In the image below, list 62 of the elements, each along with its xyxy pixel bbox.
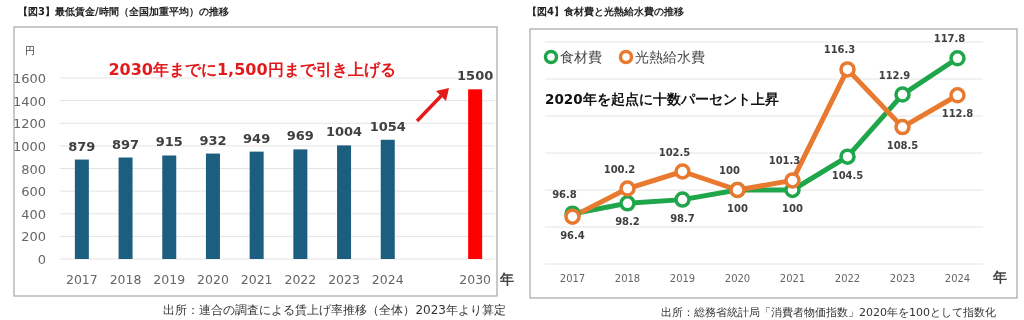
text: 出所：連合の調査による賃上げ率推移（全体）2023年より算定 <box>163 303 506 317</box>
data-label: 969 <box>286 128 314 144</box>
x-tick-label: 2023 <box>328 272 360 287</box>
data-label: 108.5 <box>886 140 919 152</box>
data-label: 96.8 <box>552 188 577 200</box>
y-tick-label: 400 <box>21 206 46 222</box>
data-label: 98.2 <box>615 216 640 228</box>
y-tick-label: 1400 <box>12 93 46 109</box>
x-tick-label: 2024 <box>944 273 971 284</box>
x-tick-label: 2020 <box>724 273 751 284</box>
data-label: 879 <box>68 138 96 154</box>
data-label: 102.5 <box>658 146 691 158</box>
data-label: 104.5 <box>831 169 864 181</box>
data-label: 915 <box>155 134 183 150</box>
x-tick-label: 2020 <box>197 272 229 287</box>
data-label: 117.8 <box>933 33 966 45</box>
data-label: 100 <box>719 165 740 176</box>
data-label: 949 <box>243 130 271 146</box>
y-tick-label: 1000 <box>12 138 46 154</box>
x-axis-title: 年 <box>499 271 514 287</box>
x-axis-title: 年 <box>992 269 1007 285</box>
data-label: 100 <box>782 203 803 214</box>
x-tick-label: 2017 <box>65 272 98 287</box>
x-tick-label: 2018 <box>614 273 641 284</box>
data-label: 112.9 <box>878 69 911 81</box>
annotation: 2030年までに1,500円まで引き上げる <box>108 60 396 79</box>
y-tick-label: 1200 <box>12 116 46 132</box>
data-label: 1004 <box>325 124 363 140</box>
legend-label: 食材費 <box>560 49 602 65</box>
y-axis-title: 円 <box>25 45 35 56</box>
data-label: 100.2 <box>603 163 636 175</box>
data-label: 101.3 <box>768 155 801 167</box>
text: 出所：総務省統計局「消費者物価指数」2020年を100として指数化 <box>661 306 996 319</box>
x-tick-label: 2018 <box>109 272 142 287</box>
data-label: 932 <box>199 132 227 148</box>
data-label: 116.3 <box>823 44 856 56</box>
x-tick-label: 2022 <box>284 272 317 287</box>
x-tick-label: 2030 <box>459 272 492 287</box>
y-tick-label: 1600 <box>12 71 46 86</box>
data-label: 1500 <box>457 68 494 84</box>
y-tick-label: 0 <box>37 252 46 267</box>
x-tick-label: 2019 <box>669 273 696 284</box>
legend-label: 光熱給水費 <box>635 49 705 65</box>
data-label: 98.7 <box>670 212 695 224</box>
data-label: 897 <box>111 136 140 152</box>
y-tick-label: 600 <box>21 184 46 200</box>
chart-title: 【図4】食材費と光熱給水費の推移 <box>527 6 684 17</box>
x-tick-label: 2019 <box>153 272 186 287</box>
chart-title: 【図3】最低賃金/時間（全国加重平均）の推移 <box>18 6 229 17</box>
data-label: 1054 <box>369 118 406 134</box>
data-label: 100 <box>727 203 748 214</box>
x-tick-label: 2017 <box>559 273 586 284</box>
x-tick-label: 2023 <box>889 273 916 284</box>
x-tick-label: 2024 <box>371 272 404 287</box>
y-tick-label: 200 <box>21 229 46 245</box>
data-label: 112.8 <box>941 108 974 120</box>
x-tick-label: 2021 <box>240 272 273 287</box>
x-tick-label: 2021 <box>779 273 806 284</box>
y-tick-label: 800 <box>21 161 46 177</box>
data-label: 96.4 <box>560 229 585 241</box>
x-tick-label: 2022 <box>834 273 861 284</box>
annotation: 2020年を起点に十数パーセント上昇 <box>545 91 779 107</box>
